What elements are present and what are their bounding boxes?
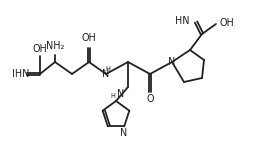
Text: OH: OH <box>82 33 96 43</box>
Text: HN: HN <box>176 16 190 26</box>
Text: NH₂: NH₂ <box>46 41 64 51</box>
Text: N: N <box>117 89 124 99</box>
Text: H: H <box>106 66 111 72</box>
Text: O: O <box>146 94 154 104</box>
Text: N: N <box>102 69 110 79</box>
Text: OH: OH <box>219 18 234 28</box>
Text: H: H <box>110 93 115 99</box>
Text: N: N <box>120 128 127 138</box>
Text: IHN: IHN <box>12 69 29 79</box>
Text: N: N <box>168 57 176 67</box>
Text: OH: OH <box>33 44 48 54</box>
